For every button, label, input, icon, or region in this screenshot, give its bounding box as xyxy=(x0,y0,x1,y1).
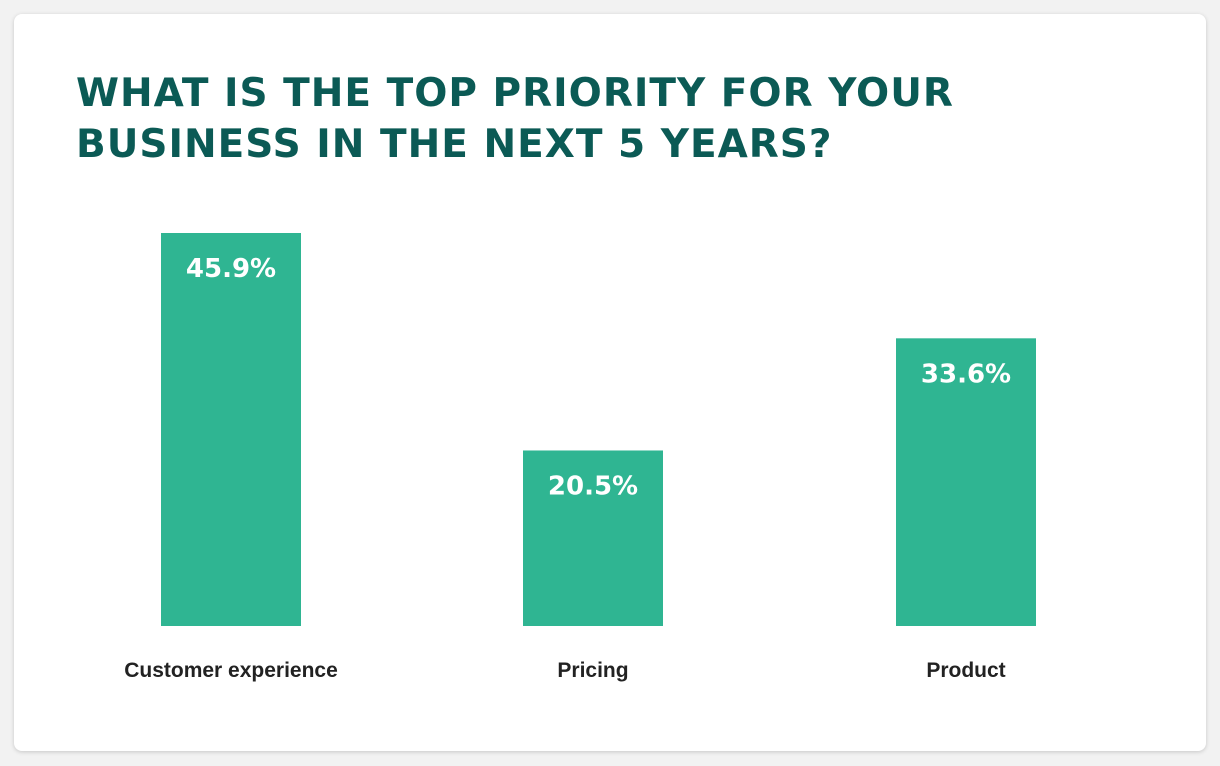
bar-value-label: 20.5% xyxy=(548,471,638,501)
bar-pricing xyxy=(523,450,663,626)
chart-title-line-1: WHAT IS THE TOP PRIORITY FOR YOUR xyxy=(76,71,954,116)
bar-value-label: 45.9% xyxy=(186,254,276,284)
chart-title: WHAT IS THE TOP PRIORITY FOR YOUR BUSINE… xyxy=(76,68,954,170)
bar-value-label: 33.6% xyxy=(921,359,1011,389)
category-label: Pricing xyxy=(557,659,628,682)
chart-title-line-2: BUSINESS IN THE NEXT 5 YEARS? xyxy=(76,122,833,167)
bar-chart: 45.9% Customer experience 20.5% Pricing 33.6… xyxy=(124,233,1036,682)
chart-card: WHAT IS THE TOP PRIORITY FOR YOUR BUSINE… xyxy=(14,14,1206,751)
bar-customer-experience xyxy=(161,233,301,626)
bar-product xyxy=(896,338,1036,626)
category-label: Product xyxy=(926,659,1005,682)
category-label: Customer experience xyxy=(124,659,338,682)
